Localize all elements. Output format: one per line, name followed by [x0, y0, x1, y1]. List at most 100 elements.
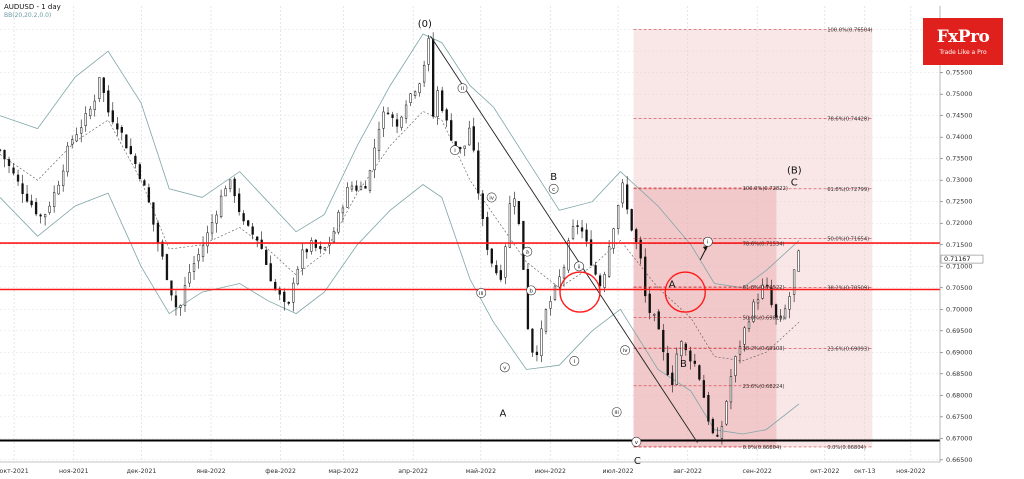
candle-body: [350, 185, 354, 190]
indicator-label: BB(20,20.2,0.0): [4, 12, 52, 19]
candle-body: [707, 395, 710, 422]
candle-body: [761, 284, 764, 299]
candle-body: [657, 311, 660, 330]
wave-circle: [702, 236, 713, 247]
y-tick-label: 0.69500: [946, 327, 972, 335]
fib-label: 50.0%(0.69813): [743, 315, 785, 321]
candle-body: [621, 182, 624, 204]
candle-body: [93, 100, 96, 110]
wave-label: C: [791, 178, 798, 189]
candle-body: [711, 419, 715, 434]
candle-body: [332, 231, 336, 243]
fib-label: 61.8%(0.70522): [743, 285, 785, 291]
candle-body: [337, 211, 340, 233]
candle-body: [413, 91, 417, 96]
wave-circle-label: i: [574, 359, 576, 365]
candle-body: [260, 239, 263, 249]
candle-body: [328, 243, 331, 246]
candle-body: [729, 376, 733, 403]
candle-body: [382, 111, 385, 129]
candle-body: [549, 301, 552, 309]
fib-label: 38.2%(0.69103): [743, 346, 785, 352]
candle-body: [616, 205, 620, 229]
candle-body: [183, 285, 187, 306]
candles: [0, 32, 800, 445]
wave-circle-label: i: [454, 148, 456, 154]
candle-body: [495, 265, 498, 274]
candle-body: [585, 229, 588, 242]
candle-body: [432, 39, 435, 117]
candle-body: [441, 90, 444, 111]
wave-circle: [450, 145, 460, 156]
candle-body: [346, 187, 349, 208]
candle-body: [156, 222, 160, 243]
x-tick-label: июн-2022: [535, 468, 566, 475]
fib-label: 0.0%(0.66804): [827, 445, 866, 451]
candle-body: [116, 123, 119, 130]
candle-body: [242, 213, 245, 222]
wave-circle: [499, 362, 510, 373]
candle-body: [197, 254, 200, 262]
candle-body: [165, 254, 169, 281]
x-tick-label: окт-13: [854, 468, 875, 475]
wave-circle: [574, 261, 584, 272]
wave-circle: [620, 345, 630, 356]
wave-circle: [611, 407, 622, 417]
candle-body: [779, 316, 782, 319]
y-tick-label: 0.66500: [946, 456, 972, 464]
candle-body: [666, 353, 669, 375]
y-tick-label: 0.75000: [946, 90, 972, 98]
candle-body: [30, 200, 33, 206]
candle-body: [16, 174, 20, 182]
candle-body: [319, 246, 322, 250]
y-tick-label: 0.68000: [946, 391, 972, 399]
x-tick-label: авг-2022: [673, 468, 702, 475]
candle-body: [310, 240, 313, 252]
candle-body: [219, 195, 223, 218]
wave-circle-label: c: [552, 187, 555, 193]
x-tick-label: фев-2022: [265, 468, 296, 475]
y-tick-label: 0.68500: [946, 370, 972, 378]
x-tick-label: ноя-2022: [896, 468, 926, 475]
wave-circle: [486, 192, 497, 203]
candle-body: [98, 77, 101, 99]
candle-body: [400, 116, 403, 128]
candle-body: [66, 145, 69, 173]
middle-band: [0, 111, 800, 362]
candle-body: [12, 167, 15, 174]
candle-body: [662, 329, 665, 353]
candle-body: [224, 188, 227, 197]
fib-label: 100.0%(0.72822): [743, 186, 788, 192]
candle-body: [725, 401, 728, 425]
candle-body: [228, 179, 232, 189]
candle-body: [513, 198, 516, 207]
x-tick-label: июл-2022: [602, 468, 633, 475]
y-tick-label: 0.67500: [946, 413, 972, 421]
x-tick-label: дек-2021: [127, 468, 157, 475]
candle-body: [756, 299, 760, 304]
candle-body: [589, 239, 593, 266]
wave-label: A: [499, 409, 506, 420]
candle-body: [734, 356, 737, 376]
wave-label: B: [550, 172, 557, 183]
y-tick-label: 0.71500: [946, 241, 972, 249]
wave-circle: [548, 183, 559, 194]
candle-body: [111, 110, 114, 123]
fib-label: 38.2%(0.70509): [827, 285, 869, 291]
candle-body: [129, 146, 132, 155]
candle-body: [517, 201, 521, 224]
candle-body: [450, 120, 453, 141]
x-tick-label: янв-2022: [196, 468, 225, 475]
wave-circle: [476, 288, 487, 298]
wave-circle-label: ii: [578, 264, 582, 270]
candle-body: [499, 270, 502, 280]
candle-body: [143, 180, 146, 186]
candle-body: [25, 193, 29, 202]
candle-body: [468, 127, 471, 146]
candle-body: [702, 380, 706, 398]
candle-body: [544, 309, 548, 332]
candle-body: [57, 184, 60, 195]
wave-label: C: [634, 456, 641, 467]
candle-body: [80, 127, 83, 134]
